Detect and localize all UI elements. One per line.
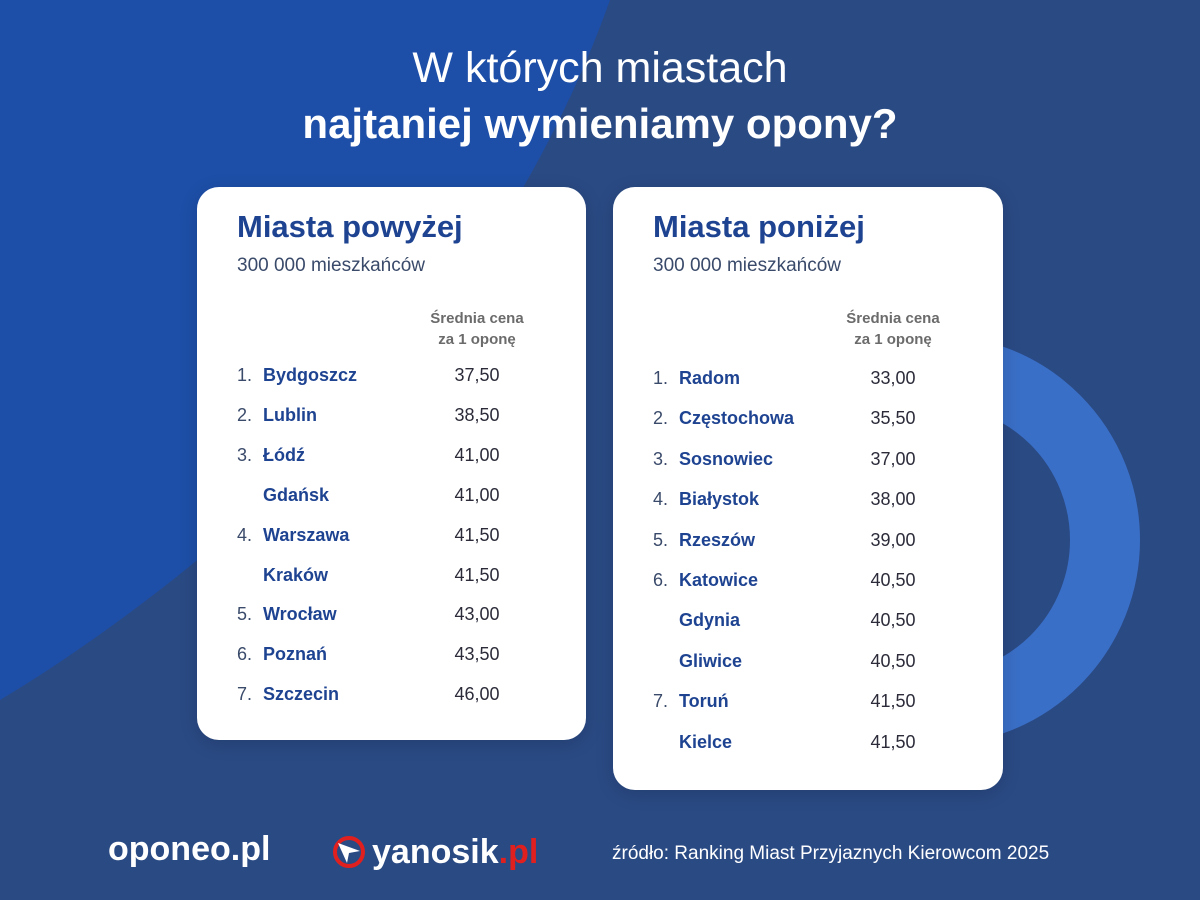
ranking-row: 4. Białystok 38,00 <box>613 485 1003 515</box>
city-name: Radom <box>679 368 741 388</box>
oponeo-logo: oponeo.pl <box>108 830 271 868</box>
price-column-header: Średnia cena za 1 oponę <box>402 308 552 350</box>
average-price: 43,50 <box>454 644 500 665</box>
city-name: Sosnowiec <box>679 448 774 469</box>
ranking-row: Gdańsk 41,00 <box>197 481 586 511</box>
card-heading: Miasta poniżej <box>653 209 865 244</box>
city-name: Gliwice <box>679 650 743 671</box>
price-column-header-line2: za 1 oponę <box>854 331 932 348</box>
city-name: Łódź <box>263 444 305 465</box>
ranking-row: 3. Łódź 41,00 <box>197 441 586 471</box>
average-price: 33,00 <box>870 368 916 388</box>
average-price: 41,50 <box>454 524 500 545</box>
city-name: Toruń <box>679 691 729 712</box>
rank-number: 2. <box>237 404 253 425</box>
card-small-cities: Miasta poniżej 300 000 mieszkańców Średn… <box>613 187 1003 790</box>
price-column-header-line1: Średnia cena <box>430 310 524 327</box>
average-price: 39,00 <box>870 529 916 550</box>
city-name: Poznań <box>263 644 328 665</box>
ranking-row: 7. Szczecin 46,00 <box>197 680 586 710</box>
source-note: źródło: Ranking Miast Przyjaznych Kierow… <box>612 843 1050 864</box>
city-name: Bydgoszcz <box>263 365 358 385</box>
ranking-row: 1. Bydgoszcz 37,50 <box>197 361 586 391</box>
price-column-header-line1: Średnia cena <box>846 310 940 327</box>
rank-number: 3. <box>653 448 669 469</box>
rank-number: 4. <box>653 489 669 510</box>
ranking-row: 2. Lublin 38,50 <box>197 401 586 431</box>
rank-number: 6. <box>653 570 669 590</box>
rank-number: 2. <box>653 408 669 429</box>
rank-number: 6. <box>237 644 253 665</box>
city-name: Lublin <box>263 404 317 425</box>
card-heading: Miasta powyżej <box>237 209 463 244</box>
city-name: Białystok <box>679 489 760 510</box>
city-name: Gdańsk <box>263 484 330 505</box>
page-title-line1: W których miastach <box>412 44 788 92</box>
rank-number: 5. <box>653 529 669 550</box>
rank-number: 7. <box>237 684 253 705</box>
ranking-row: 1. Radom 33,00 <box>613 364 1003 394</box>
city-name: Szczecin <box>263 684 340 705</box>
ranking-row: 2. Częstochowa 35,50 <box>613 404 1003 434</box>
ranking-row: 5. Wrocław 43,00 <box>197 600 586 630</box>
price-column-header: Średnia cena za 1 oponę <box>818 308 968 350</box>
ranking-row: Gliwice 40,50 <box>613 647 1003 677</box>
average-price: 41,50 <box>870 731 916 752</box>
ranking-row: 7. Toruń 41,50 <box>613 687 1003 717</box>
page-title-line2: najtaniej wymieniamy opony? <box>302 100 898 147</box>
rank-number: 7. <box>653 691 669 712</box>
average-price: 40,50 <box>870 650 916 671</box>
average-price: 38,00 <box>870 489 916 510</box>
price-column-header-line2: za 1 oponę <box>438 331 516 348</box>
ranking-row: Kraków 41,50 <box>197 561 586 591</box>
average-price: 37,00 <box>870 448 916 469</box>
city-name: Rzeszów <box>679 529 756 550</box>
rank-number: 4. <box>237 524 253 545</box>
rank-number: 3. <box>237 444 253 465</box>
city-name: Wrocław <box>263 604 337 625</box>
average-price: 41,00 <box>454 444 500 465</box>
average-price: 41,50 <box>870 691 916 712</box>
yanosik-logo: yanosik .pl <box>332 830 538 874</box>
yanosik-logo-tld: .pl <box>498 832 539 871</box>
city-name: Gdynia <box>679 610 741 631</box>
card-subheading: 300 000 mieszkańców <box>653 255 841 276</box>
average-price: 40,50 <box>870 570 916 590</box>
card-subheading: 300 000 mieszkańców <box>237 255 425 276</box>
city-name: Katowice <box>679 570 759 590</box>
yanosik-arrow-icon <box>333 836 365 868</box>
card-large-cities: Miasta powyżej 300 000 mieszkańców Średn… <box>197 187 586 740</box>
ranking-row: 6. Katowice 40,50 <box>613 566 1003 596</box>
ranking-row: 4. Warszawa 41,50 <box>197 521 586 551</box>
average-price: 41,00 <box>454 484 500 505</box>
average-price: 35,50 <box>870 408 916 429</box>
city-name: Kielce <box>679 731 733 752</box>
yanosik-logo-name: yanosik <box>372 832 499 871</box>
rank-number: 5. <box>237 604 253 625</box>
ranking-row: Gdynia 40,50 <box>613 606 1003 636</box>
ranking-row: 5. Rzeszów 39,00 <box>613 526 1003 556</box>
city-name: Warszawa <box>263 524 350 545</box>
city-name: Kraków <box>263 564 329 585</box>
average-price: 37,50 <box>454 365 500 385</box>
average-price: 43,00 <box>454 604 500 625</box>
rank-number: 1. <box>237 365 253 385</box>
ranking-row: 3. Sosnowiec 37,00 <box>613 445 1003 475</box>
average-price: 41,50 <box>454 564 500 585</box>
ranking-row: 6. Poznań 43,50 <box>197 640 586 670</box>
average-price: 46,00 <box>454 684 500 705</box>
ranking-row: Kielce 41,50 <box>613 728 1003 758</box>
average-price: 38,50 <box>454 404 500 425</box>
rank-number: 1. <box>653 368 669 388</box>
average-price: 40,50 <box>870 610 916 631</box>
city-name: Częstochowa <box>679 408 795 429</box>
